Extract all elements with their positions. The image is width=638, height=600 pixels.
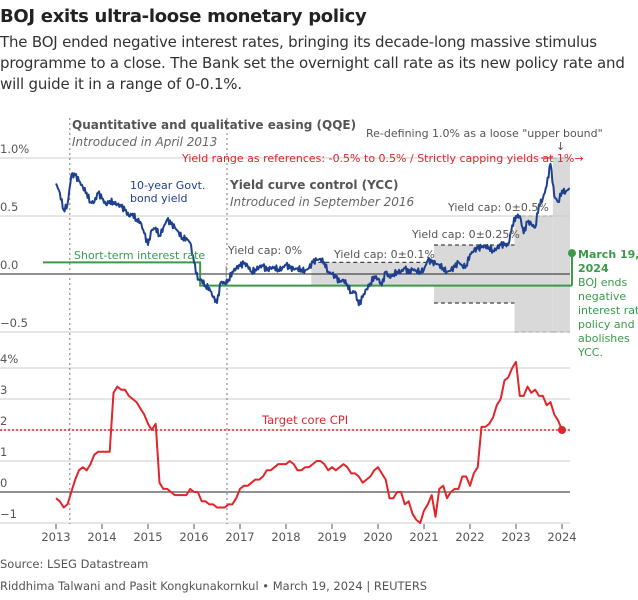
top-y-tick-label: −0.5	[0, 316, 28, 330]
ycc-title: Yield curve control (YCC)	[229, 178, 398, 192]
bottom-y-tick-label: −1	[0, 507, 17, 521]
x-tick-label: 2017	[225, 530, 254, 544]
short-rate-line	[42, 261, 572, 287]
chart-subtitle: The BOJ ended negative interest rates, b…	[0, 33, 625, 93]
x-tick-label: 2021	[409, 530, 438, 544]
bottom-y-tick-label: 1	[0, 445, 7, 459]
yield-range-note: Yield range as references: -0.5% to 0.5%…	[181, 152, 584, 165]
march-annotation-date-2: 2024	[578, 262, 609, 275]
chart-title: BOJ exits ultra-loose monetary policy	[0, 6, 367, 27]
x-tick-label: 2018	[271, 530, 300, 544]
short-rate-label: Short-term interest rate	[74, 249, 205, 262]
cap-025-label: Yield cap: 0±0.25%	[411, 228, 520, 241]
bottom-y-tick-label: 4%	[0, 352, 18, 366]
upper-bound-note: Re-defining 1.0% as a loose "upper bound…	[366, 127, 603, 140]
march-annotation-line-6: YCC.	[577, 346, 603, 359]
bottom-y-tick-label: 2	[0, 414, 7, 428]
x-tick-label: 2014	[87, 530, 116, 544]
bottom-y-tick-label: 3	[0, 383, 7, 397]
qqe-subtitle: Introduced in April 2013	[72, 135, 217, 149]
cap-01-label: Yield cap: 0±0.1%	[333, 248, 435, 261]
qqe-title: Quantitative and qualitative easing (QQE…	[72, 118, 356, 132]
x-tick-label: 2016	[179, 530, 208, 544]
x-tick-label: 2015	[133, 530, 162, 544]
ycc-subtitle: Introduced in September 2016	[230, 195, 415, 209]
x-tick-label: 2020	[363, 530, 392, 544]
march-annotation-line-5: abolishes	[578, 332, 630, 345]
x-tick-label: 2013	[41, 530, 70, 544]
x-tick-label: 2023	[501, 530, 530, 544]
bottom-y-tick-label: 0	[0, 476, 7, 490]
march-annotation-line-4: policy and	[578, 318, 635, 331]
x-tick-label: 2024	[547, 530, 576, 544]
cap-0-label: Yield cap: 0%	[227, 244, 302, 257]
cpi-last-marker	[558, 426, 566, 434]
top-y-tick-label: 0.0	[0, 258, 18, 272]
x-tick-label: 2019	[317, 530, 346, 544]
upper-bound-arrow-icon: ↓	[556, 140, 565, 153]
march-annotation-line-2: negative	[578, 290, 626, 303]
top-y-tick-label: 1.0%	[0, 142, 29, 156]
march-annotation-date-1: March 19,	[578, 248, 638, 261]
source-note: Source: LSEG Datastream	[0, 557, 148, 571]
yield-series-label-2: bond yield	[130, 192, 188, 205]
march-annotation-line-1: BOJ ends	[578, 276, 627, 289]
core-cpi-line	[55, 360, 563, 524]
top-y-tick-label: 0.5	[0, 200, 18, 214]
cap-05-label: Yield cap: 0±0.5%	[447, 201, 549, 214]
march-annotation-line-3: interest rate	[578, 304, 638, 317]
yield-series-label-1: 10-year Govt.	[130, 179, 205, 192]
march-2024-marker	[567, 249, 576, 258]
x-tick-label: 2022	[455, 530, 484, 544]
byline: Riddhima Talwani and Pasit Kongkunakornk…	[0, 579, 427, 593]
yield-cap-band	[552, 158, 570, 332]
yield-10y-line	[55, 162, 571, 307]
target-cpi-label: Target core CPI	[261, 413, 348, 427]
